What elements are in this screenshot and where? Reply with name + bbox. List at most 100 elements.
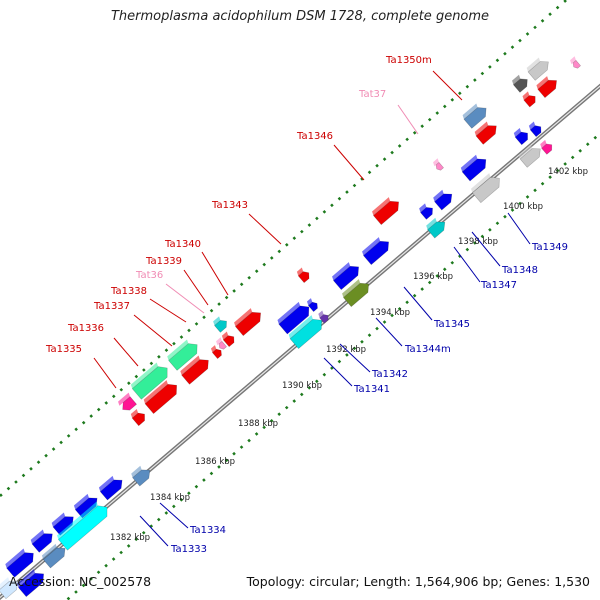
- footer-bar: Accession: NC_002578 Topology: circular;…: [0, 572, 600, 594]
- tick-line-upper: [0, 0, 569, 497]
- gene-feature-body: [42, 547, 66, 569]
- gene-feature-20: [332, 262, 359, 291]
- gene-feature-27: [234, 308, 261, 337]
- gene-feature-body: [99, 479, 123, 501]
- gene-feature-35: [143, 380, 177, 415]
- gene-label-upper: Tat37: [358, 89, 386, 100]
- gene-feature-top: [73, 493, 89, 510]
- gene-feature-1: [526, 57, 549, 81]
- gene-feature-body: [168, 343, 198, 371]
- gene-feature-top: [433, 158, 440, 167]
- gene-feature-top: [460, 154, 478, 172]
- gene-feature-body: [18, 572, 44, 598]
- gene-feature-body: [435, 161, 444, 171]
- gene-feature-body: [537, 79, 557, 99]
- gene-feature-top: [526, 57, 541, 72]
- gene-feature-top: [221, 331, 229, 340]
- gene-label-lower: Ta1342: [371, 369, 408, 380]
- gene-feature-43: [30, 529, 53, 553]
- gene-label-leader-upper: [183, 269, 209, 306]
- gene-feature-body: [420, 207, 433, 220]
- gene-feature-body: [434, 193, 453, 211]
- gene-feature-26: [318, 310, 329, 324]
- gene-feature-36: [118, 392, 137, 411]
- gene-feature-body: [519, 148, 541, 168]
- gene-label-upper: Ta1337: [93, 301, 130, 312]
- gene-feature-16: [433, 189, 453, 211]
- gene-feature-top: [234, 308, 253, 327]
- gene-feature-25: [288, 315, 322, 350]
- gene-feature-15: [470, 173, 500, 204]
- gene-feature-6: [462, 103, 487, 129]
- gene-feature-top: [540, 139, 547, 149]
- gene-feature-7: [474, 121, 497, 145]
- gene-label-leader-upper: [165, 283, 205, 314]
- gene-feature-top: [342, 279, 361, 298]
- accession-label: Accession: NC_002578: [9, 574, 152, 589]
- gene-label-upper: Ta1335: [45, 344, 82, 355]
- gene-feature-34: [130, 362, 168, 400]
- genome-title: Thermoplasma acidophilum DSM 1728, compl…: [110, 9, 490, 24]
- gene-label-leader-lower: [323, 357, 353, 387]
- scale-label: 1382 kbp: [110, 533, 150, 543]
- gene-label-upper: Ta1340: [164, 239, 201, 250]
- gene-feature-top: [118, 392, 131, 406]
- gene-feature-body: [131, 366, 168, 400]
- gene-label-leader-upper: [397, 104, 419, 135]
- gene-feature-top: [518, 144, 533, 159]
- scale-label: 1388 kbp: [238, 419, 278, 429]
- gene-feature-2: [512, 74, 528, 93]
- gene-label-lower: Ta1341: [353, 384, 390, 395]
- gene-feature-body: [218, 340, 227, 350]
- gene-feature-19: [362, 237, 389, 266]
- gene-feature-12: [518, 144, 541, 168]
- gene-feature-42: [57, 501, 108, 551]
- gene-feature-body: [289, 318, 322, 350]
- gene-feature-top: [0, 577, 10, 591]
- scale-label: 1402 kbp: [548, 167, 588, 177]
- gene-feature-39: [131, 465, 151, 487]
- gene-feature-body: [527, 61, 549, 81]
- gene-label-upper: Ta1338: [110, 286, 147, 297]
- gene-feature-38: [98, 475, 123, 501]
- gene-label-leader-upper: [93, 357, 117, 389]
- gene-label-leader-lower: [403, 286, 433, 321]
- gene-label-leader-lower: [139, 515, 169, 547]
- gene-feature-3: [536, 76, 557, 99]
- gene-feature-body: [132, 469, 151, 487]
- gene-feature-24: [306, 298, 318, 313]
- gene-label-upper: Tat36: [135, 270, 163, 281]
- gene-feature-top: [332, 262, 351, 281]
- gene-feature-body: [463, 107, 487, 129]
- gene-feature-body: [529, 125, 542, 138]
- gene-feature-top: [288, 315, 313, 339]
- gene-feature-top: [143, 380, 168, 404]
- gene-feature-top: [30, 529, 45, 544]
- gene-feature-body: [222, 335, 235, 348]
- gene-feature-top: [210, 345, 217, 353]
- gene-feature-37: [130, 408, 145, 427]
- gene-label-leader-upper: [432, 70, 463, 101]
- gene-feature-top: [130, 362, 159, 389]
- gene-feature-top: [318, 310, 324, 318]
- gene-feature-body: [343, 282, 369, 308]
- gene-feature-top: [512, 74, 521, 85]
- gene-feature-body: [122, 396, 137, 411]
- gene-feature-top: [419, 203, 427, 213]
- gene-feature-4: [522, 91, 536, 108]
- gene-feature-top: [130, 408, 139, 419]
- gene-feature-top: [277, 301, 301, 325]
- gene-feature-body: [572, 59, 581, 69]
- scale-label: 1396 kbp: [413, 272, 453, 282]
- gene-feature-23: [277, 301, 310, 335]
- scale-label: 1398 kbp: [458, 237, 498, 247]
- gene-label-lower: Ta1347: [480, 280, 517, 291]
- gene-label-upper: Ta1339: [145, 256, 182, 267]
- gene-label-lower: Ta1348: [501, 265, 538, 276]
- gene-feature-13: [540, 139, 553, 155]
- gene-feature-top: [536, 76, 549, 90]
- gene-feature-29: [213, 316, 227, 333]
- gene-feature-body: [319, 314, 329, 324]
